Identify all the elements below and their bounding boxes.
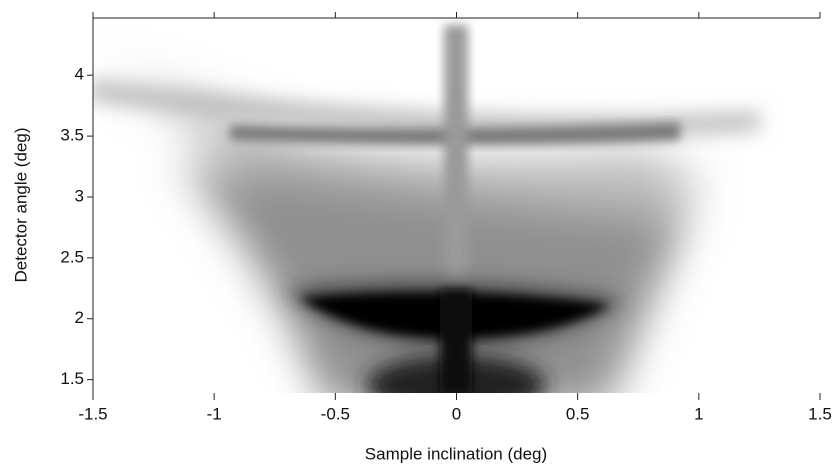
x-tick-label: 1.5 xyxy=(808,404,832,423)
x-tick-label: -1.5 xyxy=(78,404,107,423)
x-tick-label: -1 xyxy=(207,404,222,423)
axes: -1.5 -1 -0.5 0 0.5 1 1.5 1.5 2 2.5 3 3.5 4 xyxy=(60,12,832,423)
x-tick-label: 0 xyxy=(452,404,461,423)
y-tick-label: 4 xyxy=(75,65,84,84)
y-tick-label: 2 xyxy=(75,308,84,327)
x-axis-label: Sample inclination (deg) xyxy=(365,444,547,463)
x-tick-label: 0.5 xyxy=(566,404,590,423)
intensity-image xyxy=(93,18,820,393)
x-tick-label: 1 xyxy=(694,404,703,423)
y-tick-label: 3.5 xyxy=(60,126,84,145)
y-tick-label: 3 xyxy=(75,186,84,205)
y-tick-label: 1.5 xyxy=(60,369,84,388)
y-axis-label: Detector angle (deg) xyxy=(11,128,30,283)
y-tick-label: 2.5 xyxy=(60,247,84,266)
x-tick-label: -0.5 xyxy=(321,404,350,423)
